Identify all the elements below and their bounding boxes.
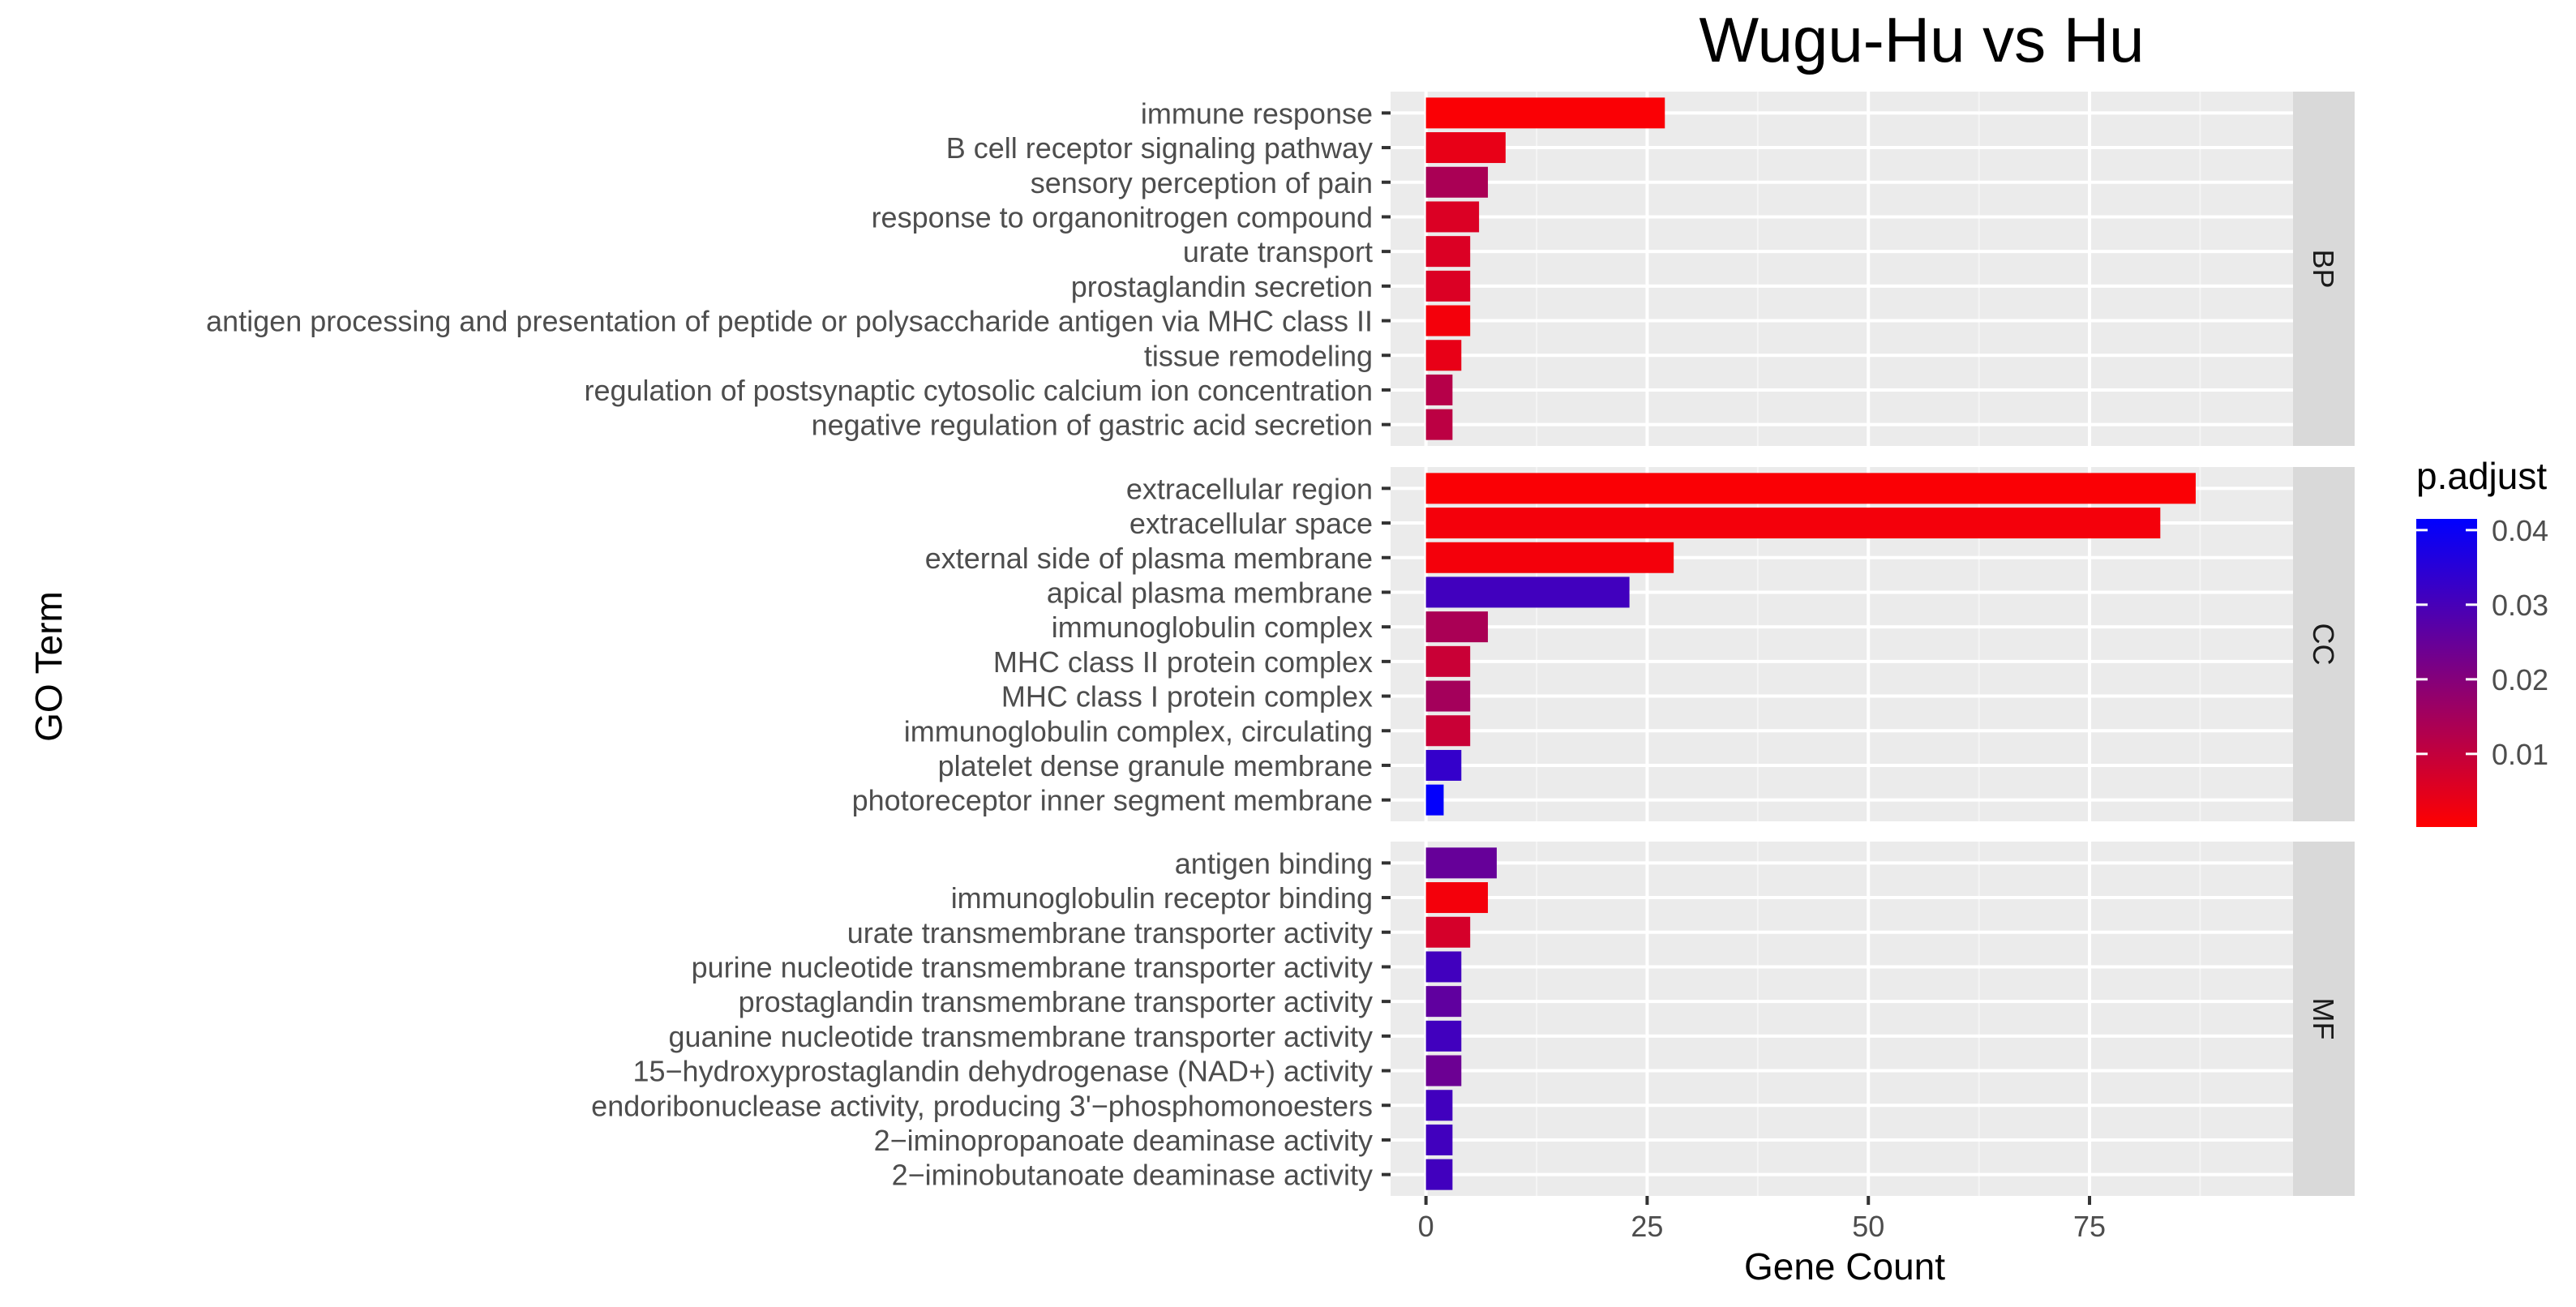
bar [1425,576,1630,608]
y-tick-label: photoreceptor inner segment membrane [852,784,1373,817]
y-tick-label: 2−iminobutanoate deaminase activity [892,1159,1373,1192]
bar [1425,680,1471,712]
bar [1425,1055,1462,1086]
bar [1425,715,1471,747]
y-tick-label: prostaglandin transmembrane transporter … [739,985,1373,1018]
y-tick-label: immune response [1141,96,1373,130]
y-tick-label: negative regulation of gastric acid secr… [812,409,1373,442]
bar [1425,951,1462,983]
bar [1425,645,1471,677]
y-tick-label: apical plasma membrane [1047,576,1373,609]
bar [1425,784,1444,816]
bar [1425,270,1471,302]
x-axis-title: Gene Count [1744,1245,1945,1288]
y-tick-label: urate transport [1183,235,1373,268]
bar [1425,1159,1453,1190]
y-tick-label: antigen binding [1175,846,1373,880]
legend: p.adjust 0.01 0.02 0.03 0.04 [2416,455,2548,827]
y-axis-title: GO Term [28,591,70,742]
x-tick-label: 0 [1418,1210,1434,1243]
facet-strip-label: BP [2307,249,2340,288]
bar [1425,473,2196,504]
facet-strip-label: CC [2307,624,2340,666]
x-tick-label: 50 [1852,1210,1884,1243]
y-tick-label: regulation of postsynaptic cytosolic cal… [584,374,1373,407]
y-tick-label: guanine nucleotide transmembrane transpo… [669,1020,1373,1053]
y-tick-label: endoribonuclease activity, producing 3'−… [591,1089,1373,1122]
legend-colorbar [2416,519,2477,827]
y-tick-label: extracellular space [1129,507,1373,540]
y-tick-label: extracellular region [1126,472,1373,505]
bar [1425,236,1471,268]
bar [1425,882,1489,914]
bar [1425,542,1674,573]
y-tick-label: immunoglobulin receptor binding [951,881,1373,915]
bar [1425,916,1471,948]
bar [1425,611,1489,643]
facet-strip [2293,842,2355,1196]
y-tick-label: urate transmembrane transporter activity [847,916,1373,949]
bar [1425,374,1453,405]
y-tick-label: tissue remodeling [1144,339,1373,372]
y-tick-label: 15−hydroxyprostaglandin dehydrogenase (N… [632,1055,1373,1088]
bar [1425,409,1453,440]
y-tick-label: MHC class II protein complex [993,645,1373,679]
facet-strip-label: MF [2307,998,2340,1040]
panel-background [1391,842,2293,1196]
bar [1425,166,1489,198]
bar [1425,1020,1462,1052]
bar [1425,508,2161,539]
y-tick-label: antigen processing and presentation of p… [206,305,1373,338]
y-tick-label: immunoglobulin complex [1052,611,1373,644]
bar [1425,201,1480,233]
legend-tick-label: 0.03 [2492,589,2548,622]
x-axis: 0 25 50 75 [1418,1196,2106,1243]
y-tick-label: immunoglobulin complex, circulating [904,714,1373,748]
x-tick-label: 75 [2073,1210,2106,1243]
y-tick-label: response to organonitrogen compound [872,200,1373,234]
facet-strip [2293,467,2355,821]
y-tick-label: B cell receptor signaling pathway [946,131,1373,165]
y-tick-label: 2−iminopropanoate deaminase activity [874,1124,1373,1157]
bar [1425,749,1462,781]
bar [1425,986,1462,1018]
legend-title: p.adjust [2416,455,2547,497]
y-tick-label: external side of plasma membrane [925,542,1373,575]
panel-background [1391,92,2293,446]
y-tick-label: platelet dense granule membrane [938,749,1373,782]
bar [1425,847,1497,879]
legend-tick-label: 0.04 [2492,514,2548,547]
chart-title: Wugu-Hu vs Hu [1699,4,2144,75]
legend-ticks: 0.01 0.02 0.03 0.04 [2416,514,2548,771]
legend-tick-label: 0.01 [2492,738,2548,771]
x-tick-label: 25 [1631,1210,1663,1243]
bar [1425,97,1665,129]
bar [1425,132,1506,164]
bar [1425,1124,1453,1155]
y-tick-label: prostaglandin secretion [1071,270,1373,303]
legend-tick-label: 0.02 [2492,663,2548,696]
facet-strip [2293,92,2355,446]
y-tick-label: purine nucleotide transmembrane transpor… [692,950,1373,983]
y-tick-label: sensory perception of pain [1031,166,1373,199]
bar [1425,1090,1453,1121]
bar [1425,305,1471,336]
bar [1425,340,1462,371]
y-tick-label: MHC class I protein complex [1001,680,1373,713]
